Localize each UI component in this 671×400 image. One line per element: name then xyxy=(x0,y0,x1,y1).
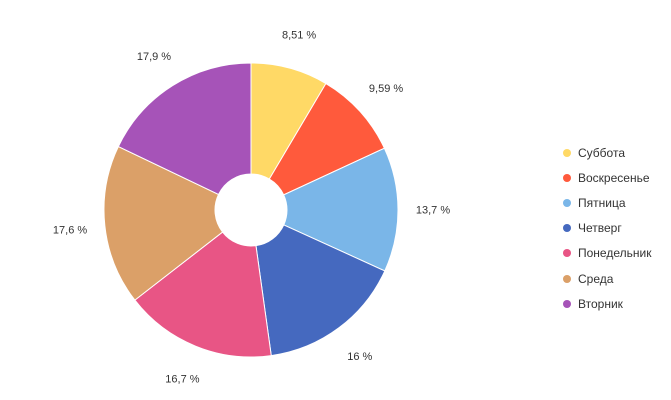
slice-data-label: 17,9 % xyxy=(137,51,171,63)
pie-slice-4[interactable] xyxy=(134,231,272,358)
legend-dot-icon xyxy=(563,274,571,283)
slice-data-label: 17,6 % xyxy=(53,224,87,236)
pie-slice-5[interactable] xyxy=(103,145,224,301)
legend-item[interactable]: Суббота xyxy=(563,140,651,165)
legend-item[interactable]: Воскресенье xyxy=(563,165,651,190)
legend-item[interactable]: Пятница xyxy=(563,190,651,215)
chart-legend: Суббота Воскресенье Пятница Четверг Понедель… xyxy=(563,140,651,316)
legend-item[interactable]: Четверг xyxy=(563,216,651,241)
legend-label: Пятница xyxy=(578,195,626,210)
pie-slice-2[interactable] xyxy=(283,147,399,272)
legend-item[interactable]: Вторник xyxy=(563,291,651,316)
legend-dot-icon xyxy=(563,148,571,157)
legend-item[interactable]: Среда xyxy=(563,266,651,291)
slice-data-label: 16,7 % xyxy=(165,374,199,386)
legend-dot-icon xyxy=(563,249,571,258)
legend-item[interactable]: Понедельник xyxy=(563,241,651,266)
slice-data-label: 13,7 % xyxy=(416,204,450,216)
legend-dot-icon xyxy=(563,299,571,308)
legend-label: Суббота xyxy=(578,145,625,160)
pie-slice-6[interactable] xyxy=(117,62,252,196)
legend-label: Понедельник xyxy=(578,246,652,261)
legend-label: Вторник xyxy=(578,296,623,311)
legend-label: Воскресенье xyxy=(578,170,650,185)
pie-slice-3[interactable] xyxy=(255,224,386,357)
legend-dot-icon xyxy=(563,198,571,207)
slice-data-label: 8,51 % xyxy=(282,29,316,41)
legend-label: Четверг xyxy=(578,221,622,236)
legend-dot-icon xyxy=(563,224,571,233)
slice-data-label: 9,59 % xyxy=(369,83,403,95)
legend-dot-icon xyxy=(563,173,571,182)
legend-label: Среда xyxy=(578,271,614,286)
slice-data-label: 16 % xyxy=(347,351,372,363)
